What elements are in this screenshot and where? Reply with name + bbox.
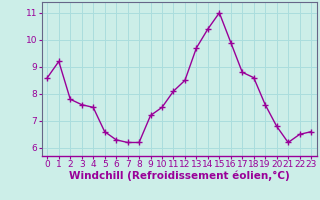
X-axis label: Windchill (Refroidissement éolien,°C): Windchill (Refroidissement éolien,°C) — [69, 171, 290, 181]
